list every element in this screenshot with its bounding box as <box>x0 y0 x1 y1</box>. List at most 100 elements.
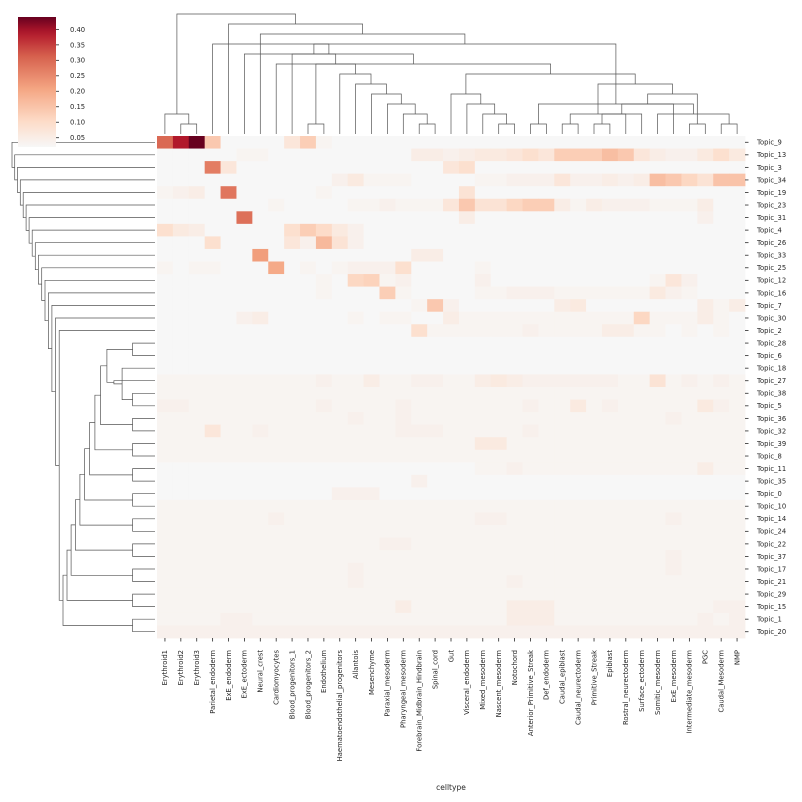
heatmap-cell <box>649 424 666 438</box>
heatmap-cell <box>331 575 349 589</box>
row-label: Topic_8 <box>756 452 782 460</box>
row-dendrogram-link <box>132 342 155 356</box>
heatmap-cell <box>554 575 571 589</box>
heatmap-cell <box>522 612 539 626</box>
heatmap-cell <box>522 136 539 149</box>
heatmap-cell <box>284 248 301 262</box>
heatmap-cell <box>331 399 349 413</box>
heatmap-cell <box>458 324 476 338</box>
heatmap-cell <box>252 274 269 287</box>
heatmap-cell <box>427 412 444 426</box>
heatmap-cell <box>586 537 603 551</box>
heatmap-cell <box>681 462 698 476</box>
heatmap-cell <box>554 437 571 451</box>
heatmap-cell <box>363 575 380 589</box>
heatmap-cell <box>300 462 317 476</box>
heatmap-cell <box>538 562 555 576</box>
heatmap-cell <box>315 223 333 237</box>
row-dendrogram-link <box>11 141 155 168</box>
heatmap-cell <box>506 600 523 614</box>
heatmap-cell <box>172 437 190 451</box>
heatmap-cell <box>188 412 206 426</box>
heatmap-cell <box>284 374 301 388</box>
heatmap-cell <box>681 161 698 175</box>
heatmap-cell <box>617 211 635 225</box>
x-axis-label: celltype <box>436 783 466 792</box>
colorbar-tick-label: 0.40 <box>70 26 85 34</box>
heatmap-cell <box>443 550 460 564</box>
heatmap-cell <box>172 299 190 313</box>
heatmap-cell <box>490 387 508 400</box>
column-label: Spinal_cord <box>431 650 439 689</box>
heatmap-cell <box>617 474 635 488</box>
row-dendrogram-link <box>38 254 155 285</box>
heatmap-cell <box>713 374 730 388</box>
heatmap-cell <box>363 311 380 325</box>
heatmap-cell <box>268 512 285 526</box>
heatmap-cell <box>601 324 619 338</box>
heatmap-cell <box>617 173 635 187</box>
heatmap-cell <box>506 587 523 601</box>
heatmap-cell <box>490 487 508 501</box>
heatmap-cell <box>347 387 364 400</box>
heatmap-cell <box>188 600 206 614</box>
column-label: Endothelium <box>320 650 328 693</box>
column-label: PGC <box>702 650 710 664</box>
heatmap-cell <box>379 412 396 426</box>
heatmap-cell <box>331 336 349 350</box>
heatmap-cell <box>379 625 396 639</box>
heatmap-cell <box>697 299 714 313</box>
heatmap-cell <box>474 261 492 275</box>
heatmap-cell <box>649 299 666 313</box>
heatmap-cell <box>252 537 269 551</box>
heatmap-cell <box>268 374 285 388</box>
heatmap-cell <box>236 387 253 400</box>
heatmap-cell <box>554 587 571 601</box>
heatmap-cell <box>204 211 221 225</box>
heatmap-cell <box>713 399 730 413</box>
row-label: Topic_14 <box>756 515 786 523</box>
heatmap-cell <box>284 223 301 237</box>
heatmap-cell <box>458 625 476 639</box>
heatmap-cell <box>443 148 460 162</box>
heatmap-cell <box>538 374 555 388</box>
heatmap-cell <box>506 324 523 338</box>
heatmap-cell <box>570 311 587 325</box>
heatmap-cell <box>474 324 492 338</box>
heatmap-cell <box>331 198 349 212</box>
heatmap-cell <box>395 311 412 325</box>
heatmap-cell <box>411 437 428 451</box>
heatmap-cell <box>570 324 587 338</box>
heatmap-cell <box>363 412 380 426</box>
heatmap-cell <box>363 625 380 639</box>
heatmap-cell <box>427 562 444 576</box>
heatmap-cell <box>570 474 587 488</box>
heatmap-cell <box>443 374 460 388</box>
heatmap-cell <box>157 625 174 639</box>
heatmap-cell <box>188 261 206 275</box>
heatmap-cell <box>617 223 635 237</box>
heatmap-cell <box>681 261 698 275</box>
heatmap-cell <box>458 499 476 513</box>
heatmap-cell <box>315 186 333 200</box>
heatmap-cell <box>729 211 746 225</box>
heatmap-cell <box>697 173 714 187</box>
heatmap-cell <box>363 449 380 463</box>
heatmap-cell <box>204 412 221 426</box>
heatmap-cell <box>427 299 444 313</box>
heatmap-cell <box>729 261 746 275</box>
heatmap-cell <box>188 361 206 375</box>
heatmap-cell <box>538 236 555 250</box>
heatmap-cell <box>681 299 698 313</box>
heatmap-cell <box>157 198 174 212</box>
heatmap-cell <box>713 286 730 300</box>
column-label: Caudal_epiblast <box>559 650 567 704</box>
heatmap-cell <box>347 248 364 262</box>
heatmap-cell <box>601 562 619 576</box>
heatmap-cell <box>474 223 492 237</box>
heatmap-cell <box>697 525 714 538</box>
heatmap-cell <box>443 625 460 639</box>
row-label: Topic_10 <box>756 503 786 511</box>
heatmap-cell <box>649 336 666 350</box>
heatmap-cell <box>697 412 714 426</box>
